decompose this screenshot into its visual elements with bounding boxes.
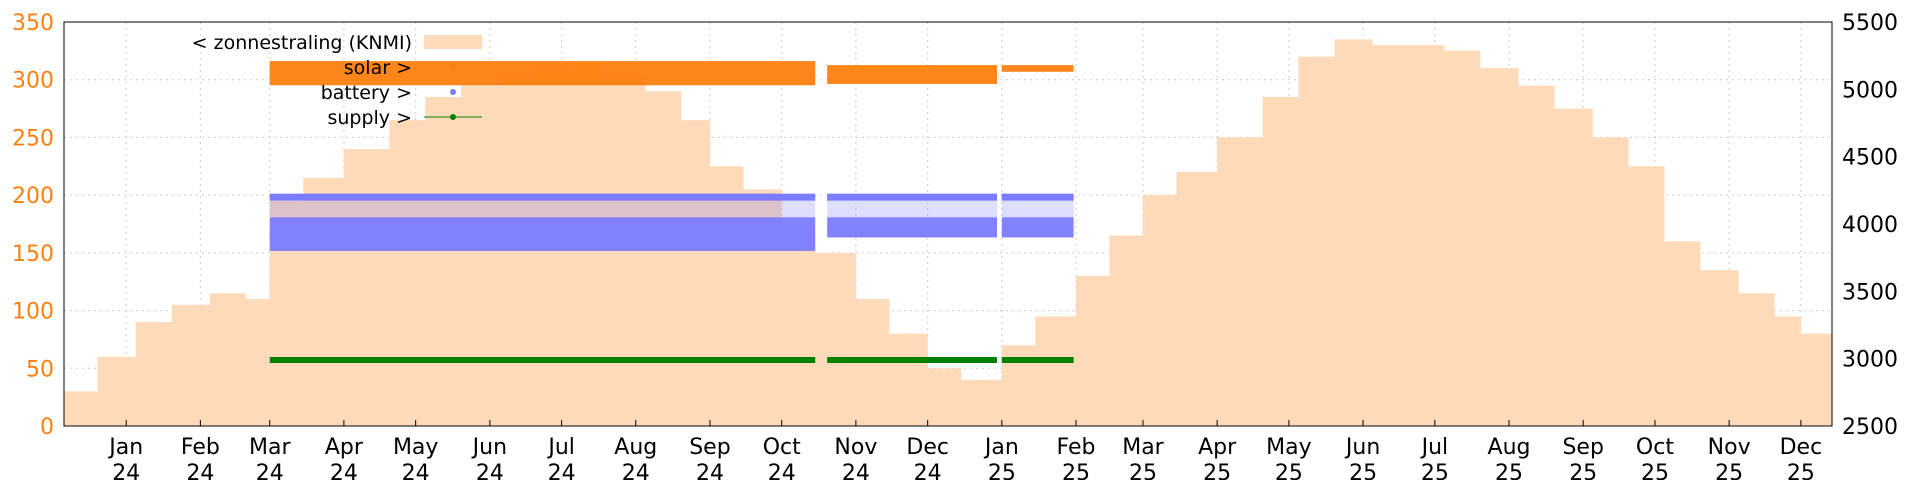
x-tick-label-month: Jan <box>983 435 1019 460</box>
battery-spread <box>827 197 998 218</box>
x-tick-label-year: 24 <box>476 461 504 480</box>
tick-labels: 0 50 100 150 200 250 300 350 2500 3000 3500 4000 450… <box>12 11 1898 480</box>
x-tick-label-year: 25 <box>1641 461 1669 480</box>
x-tick-label-year: 25 <box>1787 461 1815 480</box>
x-tick-label-month: Feb <box>181 435 220 460</box>
x-tick-label-year: 24 <box>402 461 430 480</box>
x-tick-label-month: Oct <box>1636 435 1674 460</box>
x-tick-label-month: Feb <box>1057 435 1096 460</box>
y-right-tick-label: 3000 <box>1842 348 1898 373</box>
legend-marker <box>450 64 456 70</box>
x-tick-label-month: Jun <box>1344 435 1380 460</box>
battery-band <box>1001 217 1074 238</box>
x-tick-label-month: Sep <box>689 435 730 460</box>
x-tick-label-year: 24 <box>112 461 140 480</box>
legend-marker <box>450 89 456 95</box>
x-tick-label-year: 25 <box>1349 461 1377 480</box>
x-tick-label-month: Dec <box>906 435 949 460</box>
y-left-tick-label: 0 <box>40 415 54 440</box>
battery-spread <box>269 197 816 218</box>
y-right-tick-label: 3500 <box>1842 280 1898 305</box>
y-right-tick-label: 2500 <box>1842 415 1898 440</box>
x-tick-label-year: 25 <box>1495 461 1523 480</box>
x-tick-label-year: 25 <box>988 461 1016 480</box>
x-tick-label-year: 24 <box>696 461 724 480</box>
x-tick-label-year: 24 <box>842 461 870 480</box>
y-left-tick-label: 300 <box>12 69 54 94</box>
x-tick-label-month: Aug <box>1488 435 1531 460</box>
x-tick-label-month: Jul <box>1420 435 1449 460</box>
x-tick-label-year: 25 <box>1715 461 1743 480</box>
x-tick-label-month: Nov <box>834 435 877 460</box>
battery-spread <box>1001 197 1074 218</box>
x-tick-label-year: 25 <box>1569 461 1597 480</box>
x-tick-label-year: 24 <box>548 461 576 480</box>
x-tick-label-year: 25 <box>1062 461 1090 480</box>
x-tick-label-year: 25 <box>1275 461 1303 480</box>
y-left-tick-label: 150 <box>12 242 54 267</box>
x-tick-label-month: Nov <box>1708 435 1751 460</box>
y-right-tick-label: 4500 <box>1842 146 1898 171</box>
x-tick-label-month: Aug <box>614 435 657 460</box>
y-left-tick-label: 50 <box>26 357 54 382</box>
x-tick-label-year: 24 <box>768 461 796 480</box>
x-tick-label-year: 24 <box>186 461 214 480</box>
x-tick-label-year: 24 <box>622 461 650 480</box>
solar-band <box>827 65 998 84</box>
x-tick-label-year: 25 <box>1129 461 1157 480</box>
y-right-tick-label: 5000 <box>1842 78 1898 103</box>
x-tick-label-year: 24 <box>914 461 942 480</box>
legend-label: supply > <box>327 107 412 129</box>
x-tick-label-month: Apr <box>1198 435 1237 460</box>
series-bands <box>269 61 1074 251</box>
legend-label: battery > <box>321 82 412 104</box>
x-tick-label-month: Jan <box>107 435 143 460</box>
y-right-tick-label: 5500 <box>1842 11 1898 36</box>
x-tick-label-month: May <box>1266 435 1311 460</box>
legend-label: < zonnestraling (KNMI) <box>192 32 412 54</box>
x-tick-label-month: Sep <box>1562 435 1603 460</box>
x-tick-label-month: Mar <box>249 435 291 460</box>
legend-label: solar > <box>344 57 412 79</box>
y-left-tick-label: 350 <box>12 11 54 36</box>
solar-band <box>269 61 816 86</box>
series-irradiance <box>64 39 1832 427</box>
x-tick-label-year: 24 <box>256 461 284 480</box>
x-tick-label-year: 25 <box>1203 461 1231 480</box>
legend-marker <box>450 114 456 120</box>
x-tick-label-month: Jun <box>471 435 507 460</box>
plot-frame <box>63 21 1833 427</box>
x-tick-label-month: Oct <box>763 435 801 460</box>
x-tick-label-year: 24 <box>330 461 358 480</box>
y-left-tick-label: 200 <box>12 184 54 209</box>
irradiance-area <box>64 39 1832 427</box>
x-tick-label-month: May <box>393 435 438 460</box>
x-tick-label-month: Dec <box>1780 435 1823 460</box>
x-tick-label-year: 25 <box>1421 461 1449 480</box>
solar-band <box>1001 65 1074 72</box>
axes <box>63 21 1833 427</box>
legend-swatch <box>424 35 482 49</box>
legend: < zonnestraling (KNMI) solar > battery > su… <box>192 32 482 129</box>
y-left-tick-label: 250 <box>12 126 54 151</box>
x-tick-label-month: Apr <box>325 435 364 460</box>
x-tick-label-month: Mar <box>1122 435 1164 460</box>
x-tick-label-month: Jul <box>546 435 575 460</box>
battery-band <box>827 217 998 238</box>
y-left-tick-label: 100 <box>12 300 54 325</box>
battery-band <box>269 217 816 251</box>
y-right-tick-label: 4000 <box>1842 213 1898 238</box>
